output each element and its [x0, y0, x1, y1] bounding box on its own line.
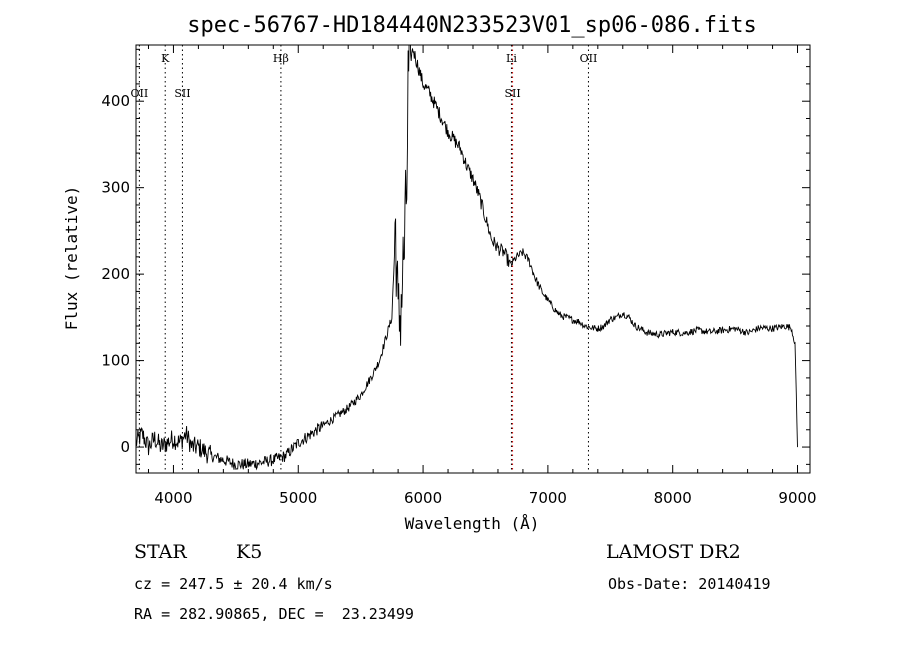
- x-tick-label: 7000: [529, 489, 567, 507]
- x-tick-label: 5000: [279, 489, 317, 507]
- object-subclass: K5: [236, 541, 263, 563]
- y-tick-label: 400: [101, 92, 130, 110]
- chart-title: spec-56767-HD184440N233523V01_sp06-086.f…: [187, 13, 757, 38]
- x-tick-label: 6000: [404, 489, 442, 507]
- spectral-line-label: OII: [131, 87, 149, 100]
- spectral-line-label: SII: [174, 87, 190, 100]
- y-axis-label: Flux (relative): [62, 186, 81, 331]
- spectrum-line: [136, 45, 798, 471]
- observation-date: Obs-Date: 20140419: [608, 575, 771, 593]
- y-tick-label: 200: [101, 265, 130, 283]
- spectral-line-label: K: [161, 52, 170, 65]
- y-tick-label: 300: [101, 179, 130, 197]
- redshift-cz: cz = 247.5 ± 20.4 km/s: [134, 575, 333, 593]
- spectral-line-label: SII: [504, 87, 520, 100]
- spectral-line-label: OII: [580, 52, 598, 65]
- y-tick-label: 100: [101, 352, 130, 370]
- spectral-line-label: Li: [506, 52, 517, 65]
- spectral-line-label: Hβ: [273, 52, 289, 65]
- plot-frame: [135, 44, 811, 474]
- x-tick-label: 9000: [778, 489, 816, 507]
- x-tick-label: 8000: [654, 489, 692, 507]
- y-tick-label: 0: [120, 438, 130, 456]
- x-axis-label: Wavelength (Å): [405, 514, 540, 533]
- x-tick-label: 4000: [154, 489, 192, 507]
- survey-name: LAMOST DR2: [606, 541, 741, 563]
- object-class: STAR: [134, 541, 187, 563]
- ra-dec: RA = 282.90865, DEC = 23.23499: [134, 605, 414, 623]
